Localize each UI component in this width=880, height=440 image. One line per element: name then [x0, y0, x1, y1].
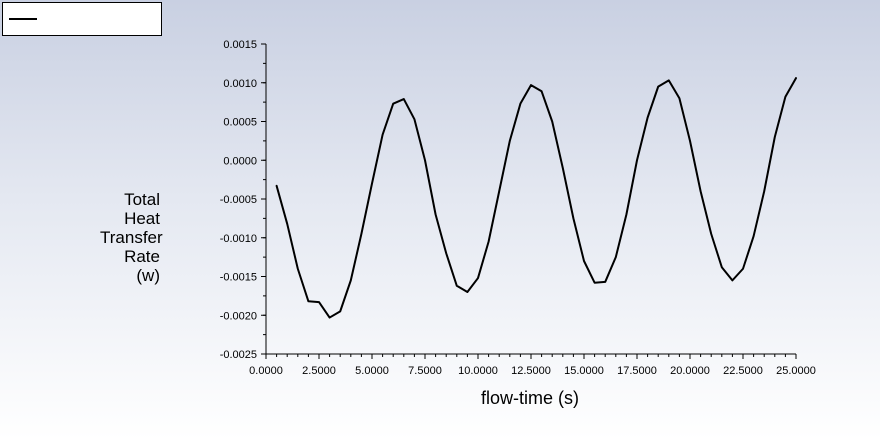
x-tick-label: 0.0000	[249, 365, 283, 377]
x-tick-label: 22.5000	[723, 365, 763, 377]
x-tick-label: 7.5000	[408, 365, 442, 377]
y-axis-label-line: Rate	[124, 247, 160, 266]
x-axis-label: flow-time (s)	[481, 388, 579, 408]
y-tick-label: -0.0015	[220, 272, 257, 284]
x-tick-label: 2.5000	[302, 365, 336, 377]
y-axis-label: Total Heat Transfer Rate (w)	[100, 190, 163, 285]
legend-line-swatch	[9, 18, 37, 20]
legend	[2, 2, 162, 36]
x-tick-label: 25.0000	[776, 365, 816, 377]
series-layer	[275, 77, 797, 319]
y-tick-label: -0.0005	[220, 194, 257, 206]
y-tick-label: 0.0000	[223, 155, 257, 167]
y-tick-label: 0.0005	[223, 117, 257, 129]
y-axis-label-line: Transfer	[100, 228, 163, 247]
x-tick-label: 12.5000	[511, 365, 551, 377]
y-tick-label: -0.0010	[220, 233, 257, 245]
x-tick-label: 10.0000	[458, 365, 498, 377]
x-tick-label: 20.0000	[670, 365, 710, 377]
y-axis-label-line: (w)	[136, 266, 160, 285]
x-tick-label: 17.5000	[617, 365, 657, 377]
y-axis-label-line: Total	[124, 190, 160, 209]
y-tick-label: 0.0010	[223, 78, 257, 90]
x-tick-label: 5.0000	[355, 365, 389, 377]
y-axis-label-line: Heat	[124, 209, 160, 228]
y-tick-label: -0.0025	[220, 349, 257, 361]
y-tick-label: -0.0020	[220, 310, 257, 322]
axes: 0.0015 0.0010 0.0005 0.0000 -0.0005 -0.0010 -0…	[220, 39, 816, 377]
y-tick-label: 0.0015	[223, 39, 257, 51]
x-tick-label: 15.0000	[564, 365, 604, 377]
series-line	[275, 77, 797, 319]
